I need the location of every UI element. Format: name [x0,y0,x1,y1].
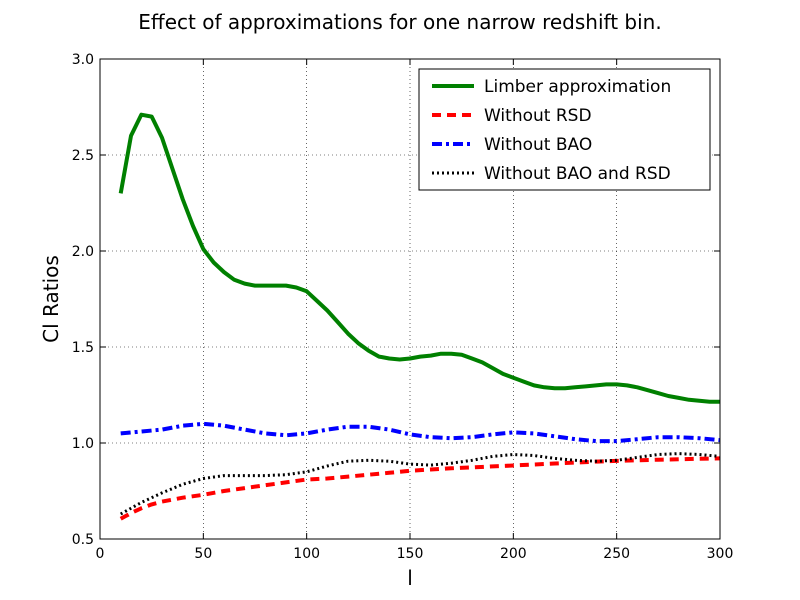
y-tick-label: 2.5 [72,148,94,164]
legend-label-2: Without RSD [484,106,592,126]
y-tick-label: 2.0 [72,244,94,260]
legend-label-1: Limber approximation [484,77,671,97]
x-axis-label: l [407,566,413,590]
series-line-1 [118,112,720,404]
y-tick-label: 1.0 [72,436,94,452]
x-tick-label: 200 [500,546,527,562]
y-tick-label: 1.5 [72,340,94,356]
series-line-3 [120,421,721,444]
axis-ticks: 0 50 100 150 200 250 300 0.5 1.0 1.5 2.0 2.5 3.0 [72,52,734,562]
series-line-2 [119,456,721,521]
chart-title: Effect of approximations for one narrow … [138,10,661,34]
y-axis-label: Cl Ratios [39,255,63,343]
x-tick-label: 150 [397,546,424,562]
x-tick-label: 100 [293,546,320,562]
x-tick-label: 300 [707,546,734,562]
series-line-4 [119,452,721,516]
x-tick-label: 250 [603,546,630,562]
y-tick-label: 0.5 [72,532,94,548]
x-tick-label: 0 [96,546,105,562]
legend-box [418,68,711,191]
legend-label-4: Without BAO and RSD [484,164,671,184]
plot-frame [99,58,721,540]
series-layer [118,112,721,521]
legend-label-3: Without BAO [484,135,592,155]
x-tick-label: 50 [194,546,212,562]
y-tick-label: 3.0 [72,52,94,68]
legend: Limber approximation Without RSD Without B… [418,68,711,191]
